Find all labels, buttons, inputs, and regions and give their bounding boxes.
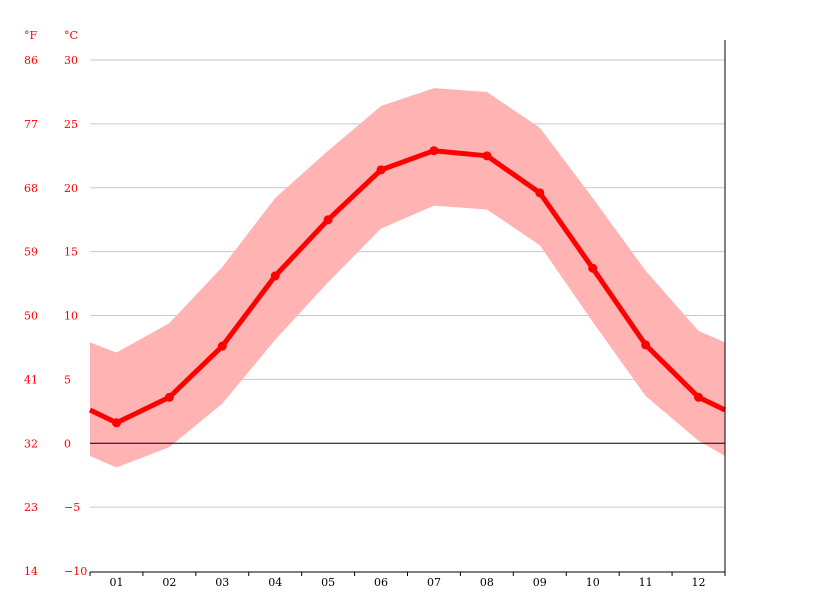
temperature-range-band bbox=[90, 88, 725, 468]
month-label: 11 bbox=[639, 576, 653, 589]
month-label: 03 bbox=[215, 576, 229, 589]
celsius-tick-label: 20 bbox=[64, 182, 78, 195]
fahrenheit-unit-label: °F bbox=[24, 29, 38, 42]
data-point bbox=[588, 263, 598, 273]
average-temperature-line bbox=[88, 146, 727, 428]
celsius-unit-label: °C bbox=[64, 29, 78, 42]
celsius-tick-label: −10 bbox=[64, 565, 87, 578]
mean-line bbox=[88, 148, 727, 426]
month-label: 10 bbox=[586, 576, 600, 589]
fahrenheit-tick-label: 59 bbox=[24, 246, 38, 259]
celsius-tick-label: 30 bbox=[64, 54, 78, 67]
celsius-tick-label: 5 bbox=[64, 373, 71, 386]
data-point bbox=[535, 188, 545, 198]
fahrenheit-tick-label: 32 bbox=[24, 437, 38, 450]
data-point bbox=[376, 165, 386, 175]
month-label: 08 bbox=[480, 576, 494, 589]
data-point bbox=[323, 215, 333, 225]
month-label: 09 bbox=[533, 576, 547, 589]
data-point bbox=[217, 341, 227, 351]
month-label: 05 bbox=[321, 576, 335, 589]
celsius-tick-label: 0 bbox=[64, 437, 71, 450]
celsius-tick-label: 15 bbox=[64, 246, 78, 259]
fahrenheit-tick-label: 41 bbox=[24, 373, 38, 386]
celsius-tick-label: −5 bbox=[64, 501, 80, 514]
data-point bbox=[641, 340, 651, 350]
data-point bbox=[429, 146, 439, 156]
data-point bbox=[111, 418, 121, 428]
fahrenheit-tick-label: 14 bbox=[24, 565, 38, 578]
x-axis: 01 02 03 04 05 06 07 08 09 10 11 12 bbox=[89, 571, 726, 589]
month-label: 06 bbox=[374, 576, 388, 589]
fahrenheit-tick-label: 86 bbox=[24, 54, 38, 67]
fahrenheit-tick-label: 23 bbox=[24, 501, 38, 514]
celsius-tick-label: 25 bbox=[64, 118, 78, 131]
fahrenheit-tick-label: 68 bbox=[24, 182, 38, 195]
month-label: 04 bbox=[268, 576, 282, 589]
month-label: 02 bbox=[162, 576, 176, 589]
min-max-band bbox=[90, 88, 725, 468]
fahrenheit-tick-label: 77 bbox=[24, 118, 38, 131]
month-label: 07 bbox=[427, 576, 441, 589]
data-point bbox=[270, 271, 280, 281]
y-axis-labels: °F °C 86 30 77 25 68 20 59 15 50 10 41 5 32 0 23 −5 14 −1… bbox=[24, 29, 87, 578]
data-point bbox=[164, 392, 174, 402]
fahrenheit-tick-label: 50 bbox=[24, 310, 38, 323]
celsius-tick-label: 10 bbox=[64, 310, 78, 323]
month-label: 12 bbox=[692, 576, 706, 589]
month-label: 01 bbox=[109, 576, 123, 589]
data-point bbox=[694, 392, 704, 402]
data-point bbox=[482, 151, 492, 161]
